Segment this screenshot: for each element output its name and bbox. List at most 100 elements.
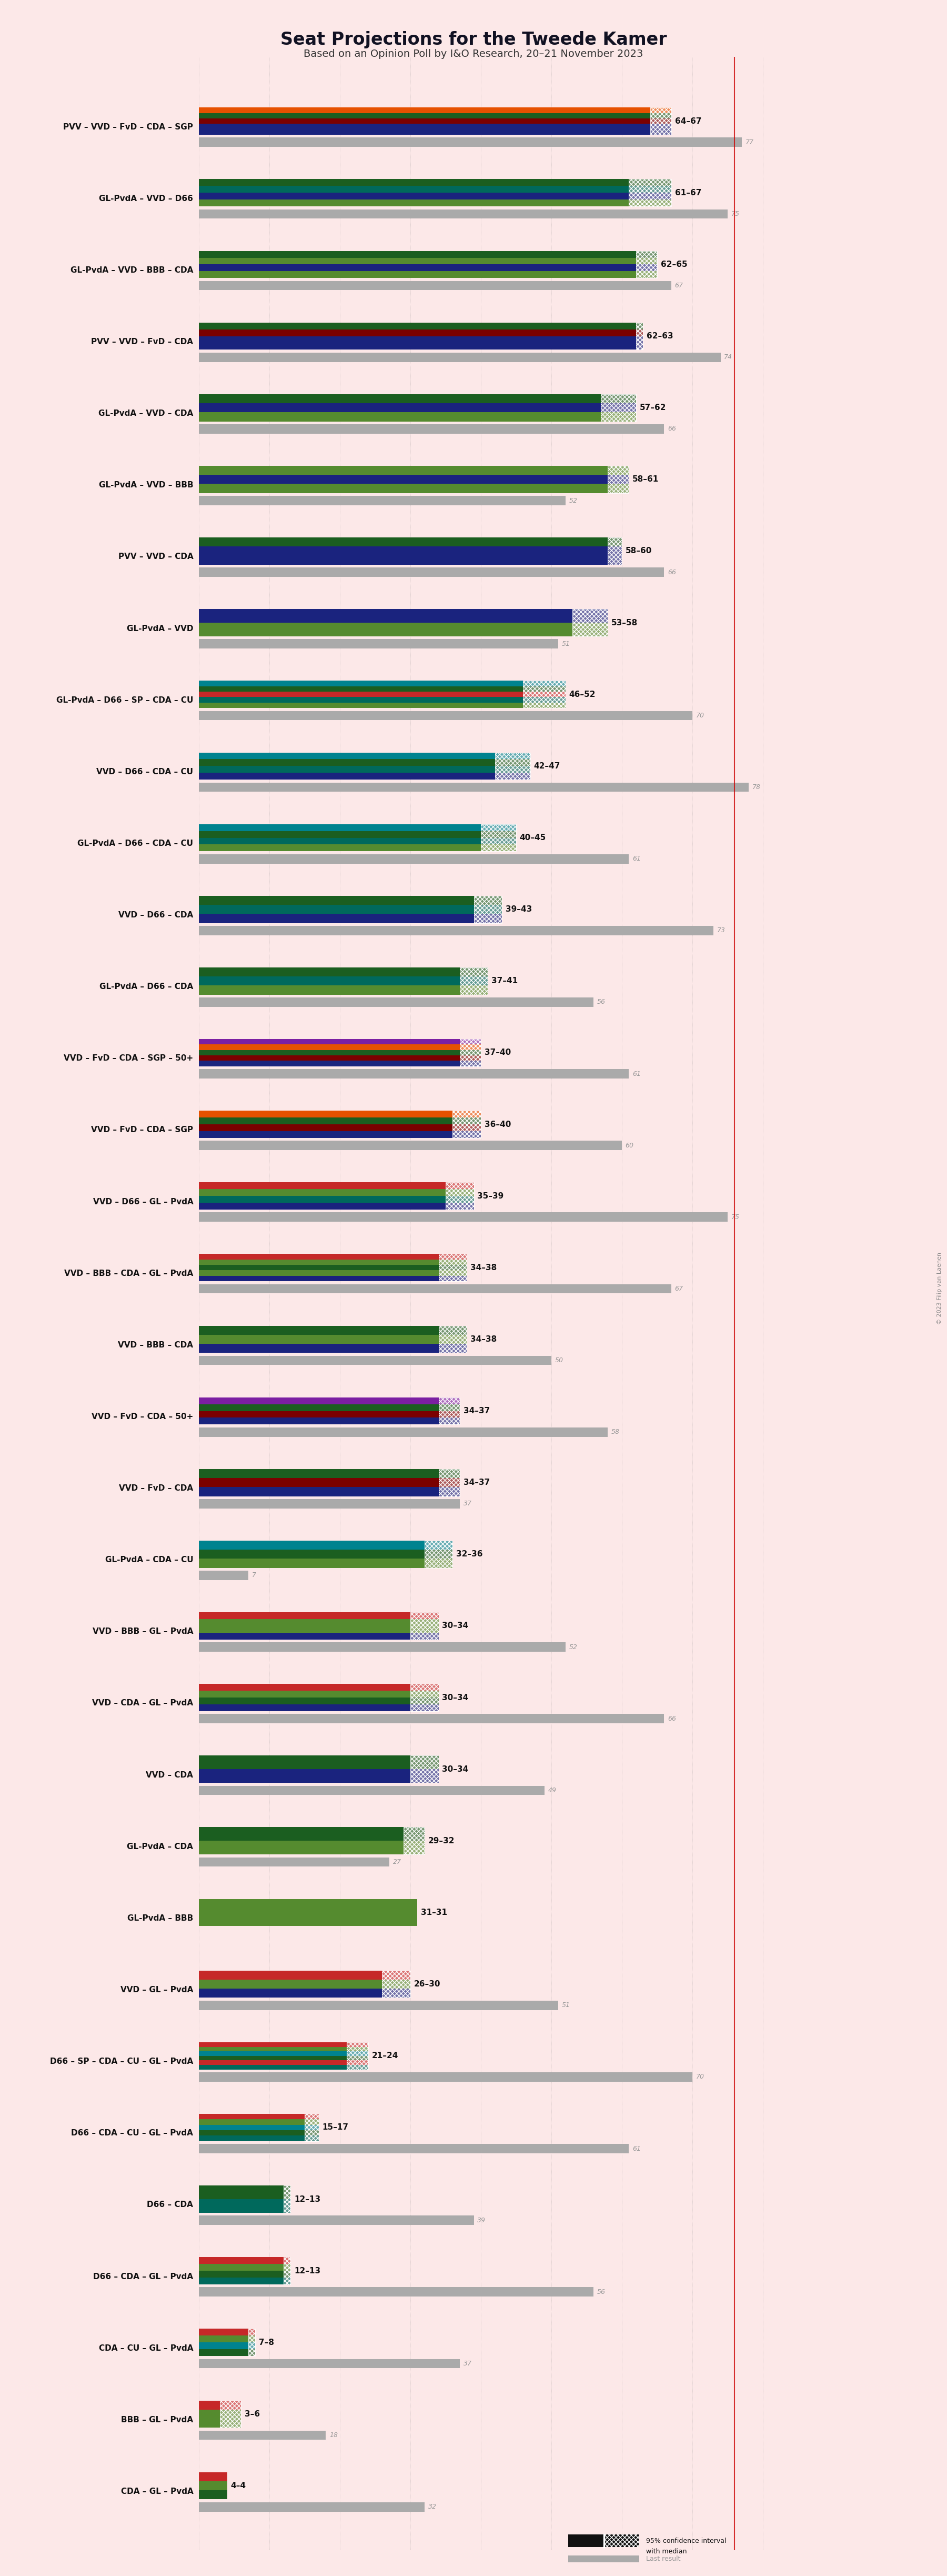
Bar	[199, 394, 600, 404]
Bar	[410, 1633, 438, 1638]
Text: GL-PvdA – BBB: GL-PvdA – BBB	[127, 1914, 193, 1922]
Bar	[600, 412, 636, 422]
Bar	[481, 837, 516, 845]
Text: 95% confidence interval: 95% confidence interval	[646, 2537, 726, 2545]
Text: © 2023 Filip van Laenen: © 2023 Filip van Laenen	[937, 1252, 942, 1324]
Text: 51: 51	[562, 641, 570, 647]
Text: 46–52: 46–52	[569, 690, 596, 698]
Bar	[199, 1613, 410, 1620]
Bar	[199, 1255, 438, 1260]
Bar	[199, 322, 636, 330]
Bar	[523, 698, 565, 703]
Text: 26–30: 26–30	[414, 1981, 440, 1989]
Text: 67: 67	[674, 1285, 683, 1293]
Text: PVV – VVD – CDA: PVV – VVD – CDA	[118, 554, 193, 562]
Bar	[459, 1051, 481, 1056]
Bar	[199, 2200, 283, 2213]
Bar	[199, 2287, 594, 2298]
Text: 18: 18	[330, 2432, 338, 2439]
Bar	[199, 404, 600, 412]
Bar	[248, 2329, 256, 2357]
Text: 27: 27	[393, 1857, 402, 1865]
Text: VVD – D66 – GL – PvdA: VVD – D66 – GL – PvdA	[93, 1198, 193, 1206]
Bar	[481, 824, 516, 850]
Bar	[199, 1685, 410, 1690]
Bar	[650, 108, 671, 113]
Bar	[199, 1190, 446, 1195]
Text: 67: 67	[674, 283, 683, 289]
Bar	[199, 1643, 565, 1651]
Bar	[410, 1757, 438, 1783]
Text: 39: 39	[477, 2218, 486, 2223]
Bar	[199, 2360, 459, 2367]
Bar	[199, 693, 523, 698]
Text: 61: 61	[633, 2146, 641, 2151]
Text: 62–63: 62–63	[647, 332, 673, 340]
Bar	[199, 2277, 283, 2285]
Bar	[199, 680, 523, 685]
Bar	[199, 265, 636, 270]
Bar	[199, 1690, 410, 1698]
Bar	[199, 1620, 410, 1625]
Text: 39–43: 39–43	[506, 904, 532, 914]
Bar	[629, 180, 671, 185]
Text: 30–34: 30–34	[442, 1765, 469, 1772]
Text: 58: 58	[612, 1430, 619, 1435]
Bar	[199, 108, 650, 113]
Bar	[199, 1468, 438, 1479]
Text: 37: 37	[463, 2360, 472, 2367]
Bar	[438, 1396, 459, 1425]
Bar	[629, 198, 671, 206]
Bar	[424, 1540, 453, 1569]
Text: VVD – CDA: VVD – CDA	[146, 1770, 193, 1780]
Bar	[523, 685, 565, 693]
Text: D66 – SP – CDA – CU – GL – PvdA: D66 – SP – CDA – CU – GL – PvdA	[50, 2058, 193, 2066]
Text: 61: 61	[633, 855, 641, 863]
Text: GL-PvdA – CDA – CU: GL-PvdA – CDA – CU	[105, 1556, 193, 1564]
Bar	[199, 281, 671, 291]
Bar	[608, 466, 629, 492]
Bar	[199, 1705, 410, 1710]
Text: 51: 51	[562, 2002, 570, 2009]
Text: GL-PvdA – D66 – CDA: GL-PvdA – D66 – CDA	[99, 984, 193, 992]
Bar	[199, 1499, 459, 1510]
Text: 57–62: 57–62	[639, 404, 666, 412]
Bar	[453, 1123, 481, 1131]
Bar	[495, 752, 530, 781]
Bar	[305, 2120, 319, 2125]
Bar	[199, 2115, 305, 2120]
Bar	[199, 556, 608, 564]
Bar	[199, 1427, 608, 1437]
Bar	[199, 2257, 283, 2264]
Text: 31–31: 31–31	[420, 1909, 447, 1917]
Bar	[199, 330, 636, 335]
Bar	[636, 258, 657, 265]
Bar	[446, 1190, 474, 1195]
Bar	[459, 969, 488, 994]
Bar	[220, 2401, 241, 2409]
Bar	[410, 1613, 438, 1620]
Bar	[438, 1468, 459, 1479]
Bar	[199, 2473, 227, 2481]
Bar	[199, 1283, 671, 1293]
Text: VVD – GL – PvdA: VVD – GL – PvdA	[120, 1986, 193, 1994]
Bar	[199, 608, 573, 623]
Bar	[410, 1613, 438, 1638]
Bar	[459, 1038, 481, 1043]
Text: Seat Projections for the Tweede Kamer: Seat Projections for the Tweede Kamer	[280, 31, 667, 49]
Text: 66: 66	[668, 569, 676, 574]
Bar	[410, 1770, 438, 1783]
Bar	[410, 1685, 438, 1710]
Bar	[199, 1551, 424, 1558]
Bar	[347, 2048, 368, 2050]
Bar	[636, 322, 643, 350]
Bar	[199, 1069, 629, 1079]
Bar	[347, 2061, 368, 2066]
Bar	[199, 914, 474, 922]
Bar	[650, 108, 671, 134]
Text: 34–38: 34–38	[471, 1265, 497, 1273]
Text: PVV – VVD – FvD – CDA: PVV – VVD – FvD – CDA	[91, 337, 193, 345]
Bar	[199, 474, 608, 484]
Bar	[199, 2409, 220, 2419]
Bar	[305, 2115, 319, 2120]
